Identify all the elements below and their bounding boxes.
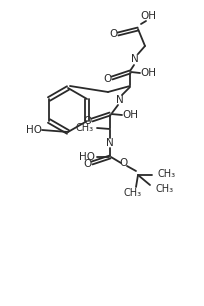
Text: O: O <box>83 159 91 169</box>
Text: CH₃: CH₃ <box>124 188 142 198</box>
Text: CH₃: CH₃ <box>156 184 174 194</box>
Text: HO: HO <box>26 125 42 135</box>
Text: O: O <box>103 74 111 84</box>
Text: O: O <box>83 116 91 126</box>
Text: CH₃: CH₃ <box>158 169 176 179</box>
Text: N: N <box>106 138 114 148</box>
Text: OH: OH <box>140 68 156 78</box>
Text: OH: OH <box>122 110 138 120</box>
Text: N: N <box>116 95 124 105</box>
Text: CH₃: CH₃ <box>76 123 94 133</box>
Text: O: O <box>109 29 117 39</box>
Text: N: N <box>131 54 139 64</box>
Text: OH: OH <box>140 11 156 21</box>
Text: O: O <box>120 158 128 168</box>
Text: HO: HO <box>79 152 95 162</box>
